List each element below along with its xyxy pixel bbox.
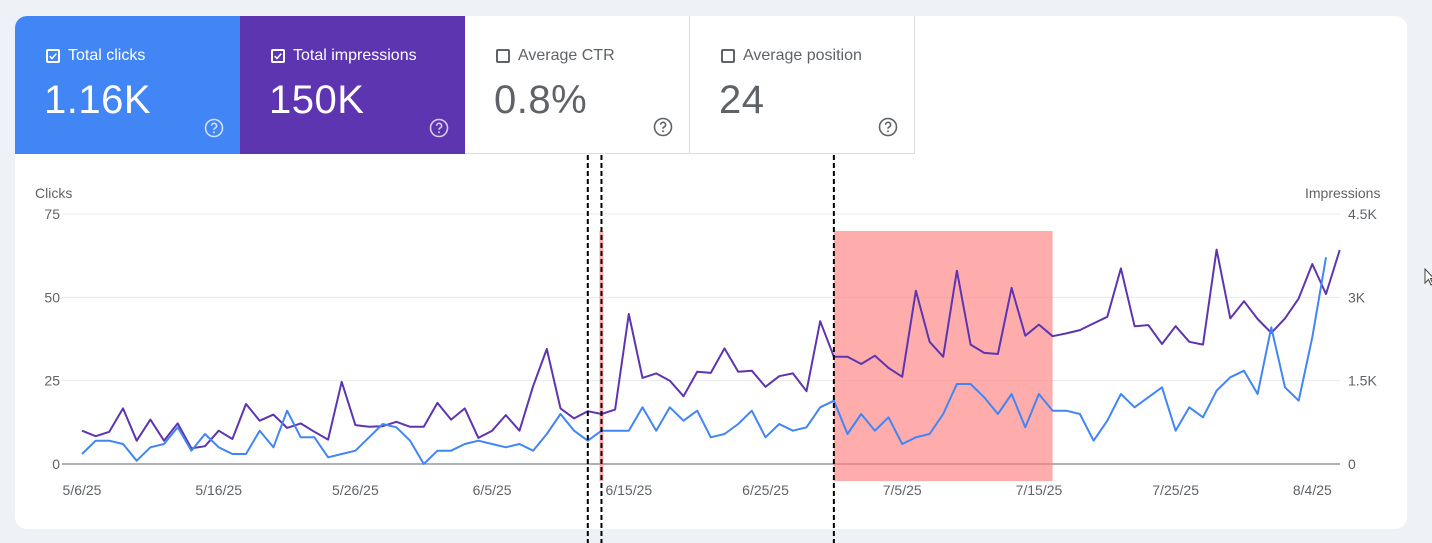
metric-label: Average CTR <box>518 47 615 64</box>
x-tick: 6/15/25 <box>605 482 652 498</box>
checkbox-icon[interactable] <box>721 49 735 63</box>
y-tick-right: 4.5K <box>1348 206 1377 222</box>
series-line-clicks <box>81 257 1327 465</box>
help-icon[interactable] <box>429 118 449 138</box>
metric-label: Total clicks <box>68 47 146 64</box>
x-tick: 6/5/25 <box>473 482 512 498</box>
metric-label: Total impressions <box>293 47 417 64</box>
x-tick: 6/25/25 <box>742 482 789 498</box>
metric-value: 1.16K <box>44 78 152 122</box>
checkbox-icon[interactable] <box>271 49 285 63</box>
y-tick-left: 50 <box>44 289 60 305</box>
x-tick: 7/25/25 <box>1152 482 1199 498</box>
performance-card: Total clicks 1.16K Total impressions 150… <box>15 16 1407 529</box>
checkbox-icon[interactable] <box>46 49 60 63</box>
x-tick: 8/4/25 <box>1293 482 1332 498</box>
x-tick: 5/6/25 <box>63 482 102 498</box>
metric-value: 0.8% <box>494 78 588 122</box>
cursor-icon <box>1424 268 1432 286</box>
x-tick: 5/26/25 <box>332 482 379 498</box>
y-axis-right-title: Impressions <box>1305 185 1381 201</box>
metric-average-ctr[interactable]: Average CTR 0.8% <box>465 16 690 154</box>
metric-value: 150K <box>269 78 365 122</box>
y-tick-right: 0 <box>1348 456 1356 472</box>
y-tick-right: 3K <box>1348 289 1366 305</box>
y-axis-left-title: Clicks <box>35 185 73 201</box>
y-tick-left: 75 <box>44 206 60 222</box>
x-tick: 7/5/25 <box>883 482 922 498</box>
series-line-impressions <box>81 248 1341 450</box>
metric-total-impressions[interactable]: Total impressions 150K <box>240 16 465 154</box>
metric-total-clicks[interactable]: Total clicks 1.16K <box>15 16 240 154</box>
y-tick-left: 0 <box>52 456 60 472</box>
help-icon[interactable] <box>204 118 224 138</box>
y-tick-left: 25 <box>44 373 60 389</box>
checkbox-icon[interactable] <box>496 49 510 63</box>
x-tick: 5/16/25 <box>195 482 242 498</box>
x-tick: 7/15/25 <box>1016 482 1063 498</box>
metric-label: Average position <box>743 47 862 64</box>
metric-average-position[interactable]: Average position 24 <box>690 16 915 154</box>
help-icon[interactable] <box>878 117 898 137</box>
help-icon[interactable] <box>653 117 673 137</box>
y-tick-right: 1.5K <box>1348 373 1377 389</box>
metric-value: 24 <box>719 78 765 122</box>
